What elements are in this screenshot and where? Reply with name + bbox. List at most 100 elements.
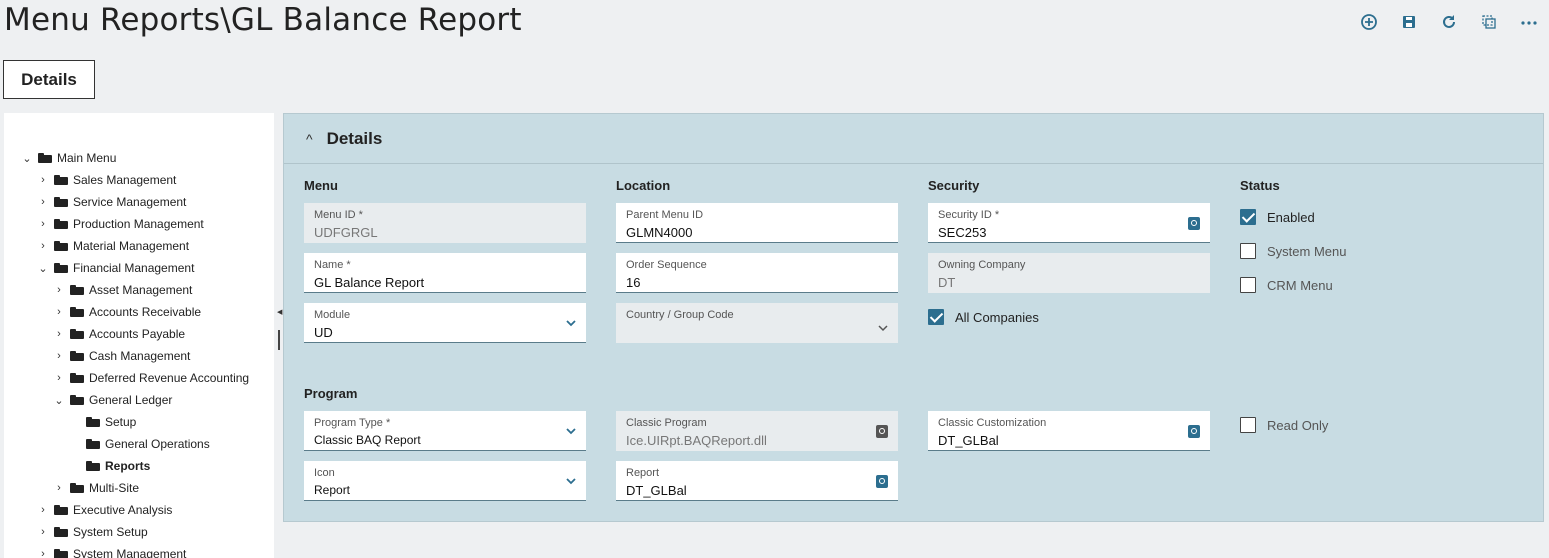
classic-customization-field[interactable]: Classic Customization DT_GLBal: [928, 411, 1210, 451]
tree-item-multi-site[interactable]: › Multi-Site: [52, 478, 139, 498]
field-value[interactable]: Classic BAQ Report: [314, 433, 421, 447]
chevron-down-icon: ⌄: [22, 152, 32, 165]
folder-icon: [86, 439, 100, 449]
name-field[interactable]: Name * GL Balance Report: [304, 253, 586, 293]
section-program: Program: [304, 386, 358, 401]
tree-item-material-management[interactable]: › Material Management: [36, 236, 189, 256]
copy-icon[interactable]: [1479, 12, 1499, 32]
field-value[interactable]: UD: [314, 325, 333, 340]
more-icon[interactable]: [1519, 12, 1539, 32]
tree-item-main-menu[interactable]: ⌄ Main Menu: [20, 148, 116, 168]
chevron-up-icon[interactable]: ^: [306, 130, 313, 147]
field-value[interactable]: GLMN4000: [626, 225, 693, 240]
field-label: Classic Customization: [938, 417, 1047, 429]
field-label: Parent Menu ID: [626, 209, 704, 221]
folder-icon: [54, 549, 68, 558]
checkbox-label: System Menu: [1267, 243, 1347, 259]
order-sequence-field[interactable]: Order Sequence 16: [616, 253, 898, 293]
field-value[interactable]: DT_GLBal: [626, 483, 687, 498]
details-panel-header[interactable]: ^ Details: [284, 114, 1543, 164]
field-value[interactable]: Report: [314, 483, 351, 497]
chevron-down-icon: ⌄: [54, 394, 64, 407]
tree-item-accounts-receivable[interactable]: › Accounts Receivable: [52, 302, 201, 322]
refresh-icon[interactable]: [1439, 12, 1459, 32]
folder-icon: [70, 373, 84, 383]
program-type-select[interactable]: Program Type * Classic BAQ Report: [304, 411, 586, 451]
folder-icon: [70, 395, 84, 405]
search-icon[interactable]: [1188, 217, 1200, 230]
chevron-down-icon[interactable]: [566, 476, 576, 486]
tab-details[interactable]: Details: [3, 60, 95, 99]
folder-icon: [54, 219, 68, 229]
crm-menu-checkbox[interactable]: CRM Menu: [1240, 277, 1333, 293]
tree-item-asset-management[interactable]: › Asset Management: [52, 280, 192, 300]
system-menu-checkbox[interactable]: System Menu: [1240, 243, 1346, 259]
icon-select[interactable]: Icon Report: [304, 461, 586, 501]
splitter-handle[interactable]: [278, 330, 280, 350]
tree-item-production-management[interactable]: › Production Management: [36, 214, 204, 234]
checkbox-checked-icon[interactable]: [928, 309, 944, 325]
tree-item-deferred-revenue[interactable]: › Deferred Revenue Accounting: [52, 368, 249, 388]
search-icon[interactable]: [876, 475, 888, 488]
tree-item-general-ledger[interactable]: ⌄ General Ledger: [52, 390, 172, 410]
save-icon[interactable]: [1399, 12, 1419, 32]
checkbox-unchecked-icon[interactable]: [1240, 417, 1256, 433]
tree-item-reports[interactable]: Reports: [68, 456, 150, 476]
tree-item-system-management[interactable]: › System Management: [36, 544, 186, 558]
checkbox-label: Enabled: [1267, 209, 1315, 225]
checkbox-checked-icon[interactable]: [1240, 209, 1256, 225]
collapse-arrow-icon[interactable]: ◀: [277, 309, 283, 316]
tree-item-cash-management[interactable]: › Cash Management: [52, 346, 190, 366]
chevron-down-icon: ⌄: [38, 262, 48, 275]
panel-title: Details: [326, 128, 383, 148]
security-id-field[interactable]: Security ID * SEC253: [928, 203, 1210, 243]
folder-icon: [86, 417, 100, 427]
section-location: Location: [616, 178, 671, 193]
checkbox-unchecked-icon[interactable]: [1240, 277, 1256, 293]
section-status: Status: [1240, 178, 1280, 193]
folder-icon: [86, 461, 100, 471]
field-value[interactable]: GL Balance Report: [314, 275, 425, 290]
folder-icon: [54, 263, 68, 273]
tree-item-system-setup[interactable]: › System Setup: [36, 522, 148, 542]
folder-icon: [70, 285, 84, 295]
chevron-down-icon[interactable]: [566, 426, 576, 436]
enabled-checkbox[interactable]: Enabled: [1240, 209, 1315, 225]
chevron-down-icon[interactable]: [566, 318, 576, 328]
field-value[interactable]: SEC253: [938, 225, 987, 240]
field-label: Name *: [314, 259, 351, 271]
add-icon[interactable]: [1359, 12, 1379, 32]
chevron-right-icon: ›: [41, 548, 45, 558]
checkbox-label: CRM Menu: [1267, 277, 1333, 293]
chevron-right-icon: ›: [41, 174, 45, 186]
panel-splitter[interactable]: ◀: [277, 308, 283, 350]
checkbox-unchecked-icon[interactable]: [1240, 243, 1256, 259]
folder-icon: [54, 505, 68, 515]
country-group-select: Country / Group Code: [616, 303, 898, 343]
all-companies-checkbox[interactable]: All Companies: [928, 309, 1039, 325]
details-panel: ^ Details Menu Location Security Status …: [283, 113, 1544, 522]
read-only-checkbox[interactable]: Read Only: [1240, 417, 1328, 433]
tree-item-accounts-payable[interactable]: › Accounts Payable: [52, 324, 185, 344]
field-label: Order Sequence: [626, 259, 707, 271]
chevron-right-icon: ›: [41, 196, 45, 208]
field-label: Owning Company: [938, 259, 1026, 271]
tree-item-setup[interactable]: Setup: [68, 412, 136, 432]
tree-item-service-management[interactable]: › Service Management: [36, 192, 186, 212]
report-field[interactable]: Report DT_GLBal: [616, 461, 898, 501]
tree-item-executive-analysis[interactable]: › Executive Analysis: [36, 500, 172, 520]
folder-icon: [54, 241, 68, 251]
tree-item-financial-management[interactable]: ⌄ Financial Management: [36, 258, 194, 278]
folder-icon: [70, 307, 84, 317]
folder-icon: [70, 483, 84, 493]
field-value[interactable]: 16: [626, 275, 641, 290]
parent-menu-id-field[interactable]: Parent Menu ID GLMN4000: [616, 203, 898, 243]
chevron-right-icon: ›: [41, 526, 45, 538]
module-select[interactable]: Module UD: [304, 303, 586, 343]
page-title: Menu Reports\GL Balance Report: [4, 2, 522, 38]
tree-item-general-operations[interactable]: General Operations: [68, 434, 210, 454]
field-value[interactable]: DT_GLBal: [938, 433, 999, 448]
search-icon[interactable]: [1188, 425, 1200, 438]
field-label: Menu ID *: [314, 209, 363, 221]
tree-item-sales-management[interactable]: › Sales Management: [36, 170, 176, 190]
